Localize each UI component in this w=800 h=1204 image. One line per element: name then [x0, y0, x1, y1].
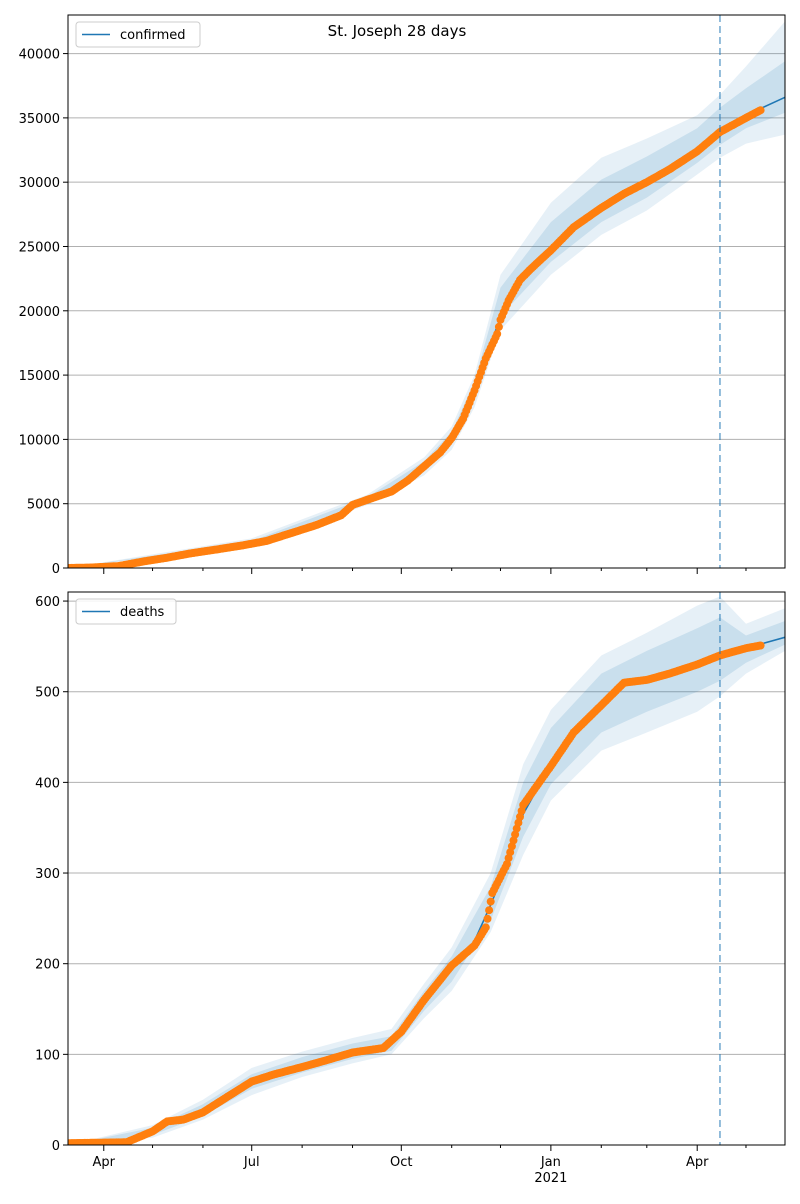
- y-tick-label: 600: [35, 595, 60, 610]
- observed-point: [493, 329, 502, 338]
- legend-label: confirmed: [120, 28, 186, 43]
- deaths-legend: deaths: [75, 598, 177, 625]
- confirmed-plot-area: [68, 21, 785, 568]
- legend-label: deaths: [120, 605, 165, 620]
- confirmed-observed-series: [68, 106, 765, 568]
- y-tick-label: 200: [35, 958, 60, 973]
- legend-box: [75, 598, 177, 625]
- y-tick-label: 25000: [19, 240, 60, 255]
- confirmed-band-outer: [68, 21, 785, 568]
- x-tick-label: Apr: [93, 1155, 116, 1170]
- confirmed-x-axis: [103, 568, 747, 574]
- chart-title: St. Joseph 28 days: [328, 22, 467, 40]
- confirmed-y-axis: 0 5000 10000 15000 20000 25000 30000 35000 40000: [19, 48, 68, 577]
- deaths-plot-area: [68, 596, 785, 1145]
- x-tick-sublabel: 2021: [534, 1171, 567, 1186]
- y-tick-label: 0: [52, 1139, 60, 1154]
- y-tick-label: 15000: [19, 369, 60, 384]
- y-tick-label: 0: [52, 562, 60, 577]
- observed-point: [494, 322, 503, 331]
- legend-box: [75, 21, 201, 48]
- deaths-observed-series: [68, 641, 765, 1145]
- y-tick-label: 40000: [19, 48, 60, 63]
- y-tick-label: 35000: [19, 112, 60, 127]
- x-tick-label: Jan: [540, 1155, 561, 1170]
- observed-point: [756, 641, 765, 650]
- confirmed-gridlines: [68, 53, 785, 569]
- deaths-band-outer: [68, 596, 785, 1145]
- y-tick-label: 100: [35, 1048, 60, 1063]
- x-tick-label: Apr: [686, 1155, 709, 1170]
- x-tick-label: Oct: [390, 1155, 412, 1170]
- y-tick-label: 20000: [19, 305, 60, 320]
- observed-point: [756, 106, 765, 115]
- y-tick-label: 10000: [19, 433, 60, 448]
- confirmed-axes-frame: [67, 14, 786, 569]
- confirmed-legend: confirmed: [75, 21, 201, 48]
- y-tick-label: 5000: [27, 498, 60, 513]
- observed-point: [485, 906, 494, 915]
- observed-point: [486, 897, 495, 906]
- observed-point: [481, 923, 490, 932]
- deaths-band-inner: [68, 617, 785, 1145]
- confirmed-panel: 0 5000 10000 15000 20000 25000 30000 35000 40000…: [19, 14, 786, 577]
- y-tick-label: 30000: [19, 176, 60, 191]
- deaths-axes-frame: [67, 591, 786, 1146]
- x-tick-label: Jul: [243, 1155, 260, 1170]
- confirmed-band-inner: [68, 61, 785, 568]
- y-tick-label: 500: [35, 686, 60, 701]
- observed-point: [483, 914, 492, 923]
- y-tick-label: 400: [35, 776, 60, 791]
- y-tick-label: 300: [35, 867, 60, 882]
- deaths-y-axis: 0 100 200 300 400 500 600: [35, 595, 68, 1154]
